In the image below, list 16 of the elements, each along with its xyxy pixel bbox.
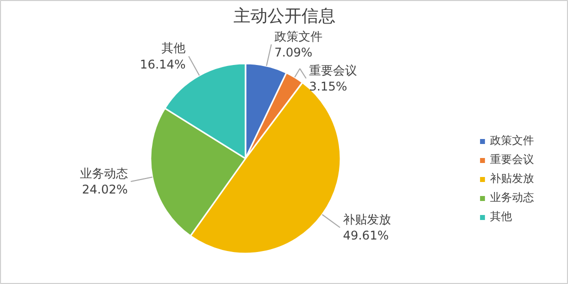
legend-label: 业务动态 (490, 190, 534, 205)
data-label: 49.61% (342, 228, 389, 243)
data-label: 16.14% (140, 57, 186, 72)
data-label: 3.15% (309, 79, 348, 94)
data-label: 24.02% (82, 182, 128, 197)
slice-label: 补贴发放 (342, 212, 391, 226)
legend-label: 重要会议 (490, 152, 534, 167)
slice-label: 其他 (162, 41, 186, 56)
legend-label: 补贴发放 (490, 171, 534, 186)
slice-label: 重要会议 (309, 63, 358, 78)
legend-label: 其他 (490, 209, 512, 224)
data-label: 7.09% (274, 45, 312, 60)
slice-label: 政策文件 (274, 29, 322, 44)
chart-title: 主动公开信息 (234, 6, 336, 26)
legend-label: 政策文件 (490, 133, 534, 148)
slice-label: 业务动态 (80, 166, 128, 180)
